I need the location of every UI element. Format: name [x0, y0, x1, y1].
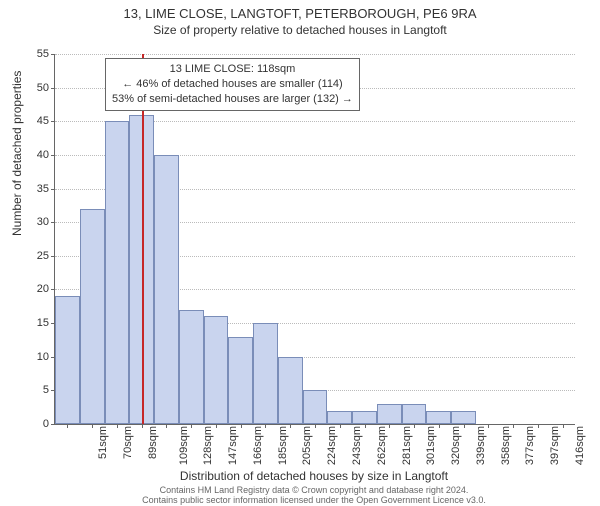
- histogram-bar: [451, 411, 476, 424]
- histogram-bar: [426, 411, 451, 424]
- x-tick-label: 397sqm: [543, 426, 561, 465]
- x-tick-label: 147sqm: [221, 426, 239, 465]
- plot-area: 051015202530354045505551sqm70sqm89sqm109…: [54, 54, 575, 425]
- chart-container: 13, LIME CLOSE, LANGTOFT, PETERBOROUGH, …: [0, 6, 600, 506]
- x-tick-label: 185sqm: [271, 426, 289, 465]
- histogram-bar: [377, 404, 402, 424]
- y-tick-label: 50: [37, 82, 55, 94]
- x-tick-label: 358sqm: [494, 426, 512, 465]
- x-tick-label: 262sqm: [370, 426, 388, 465]
- x-tick-label: 435sqm: [593, 426, 600, 465]
- histogram-bar: [204, 316, 229, 424]
- x-tick-mark: [389, 424, 390, 428]
- histogram-bar: [154, 155, 179, 424]
- histogram-bar: [278, 357, 303, 424]
- y-tick-label: 15: [37, 317, 55, 329]
- x-tick-mark: [538, 424, 539, 428]
- x-tick-mark: [513, 424, 514, 428]
- histogram-bar: [80, 209, 105, 424]
- histogram-bar: [253, 323, 278, 424]
- y-tick-label: 25: [37, 250, 55, 262]
- x-tick-mark: [117, 424, 118, 428]
- x-tick-label: 89sqm: [141, 426, 159, 459]
- y-tick-label: 35: [37, 183, 55, 195]
- histogram-bar: [303, 390, 328, 424]
- y-axis-label: Number of detached properties: [10, 71, 24, 236]
- x-tick-label: 320sqm: [444, 426, 462, 465]
- annotation-box: 13 LIME CLOSE: 118sqm ← 46% of detached …: [105, 58, 360, 111]
- grid-line: [55, 54, 575, 55]
- footer-credits: Contains HM Land Registry data © Crown c…: [54, 486, 574, 506]
- y-tick-label: 10: [37, 351, 55, 363]
- x-tick-mark: [67, 424, 68, 428]
- x-tick-label: 301sqm: [419, 426, 437, 465]
- y-tick-label: 5: [43, 384, 55, 396]
- x-tick-mark: [142, 424, 143, 428]
- x-tick-label: 166sqm: [246, 426, 264, 465]
- x-tick-mark: [414, 424, 415, 428]
- histogram-bar: [327, 411, 352, 424]
- y-tick-label: 20: [37, 283, 55, 295]
- x-tick-mark: [265, 424, 266, 428]
- x-tick-mark: [290, 424, 291, 428]
- histogram-bar: [352, 411, 377, 424]
- x-tick-mark: [241, 424, 242, 428]
- x-tick-label: 416sqm: [568, 426, 586, 465]
- x-tick-label: 224sqm: [320, 426, 338, 465]
- histogram-bar: [179, 310, 204, 424]
- y-tick-label: 0: [43, 418, 55, 430]
- y-tick-label: 40: [37, 149, 55, 161]
- x-axis-label: Distribution of detached houses by size …: [54, 469, 574, 483]
- x-tick-mark: [166, 424, 167, 428]
- histogram-bar: [105, 121, 130, 424]
- chart-title: 13, LIME CLOSE, LANGTOFT, PETERBOROUGH, …: [0, 6, 600, 21]
- x-tick-mark: [563, 424, 564, 428]
- x-tick-mark: [488, 424, 489, 428]
- x-tick-label: 281sqm: [395, 426, 413, 465]
- x-tick-label: 128sqm: [197, 426, 215, 465]
- y-tick-label: 55: [37, 48, 55, 60]
- annotation-line-1: 13 LIME CLOSE: 118sqm: [112, 62, 353, 77]
- x-tick-label: 51sqm: [91, 426, 109, 459]
- x-tick-mark: [216, 424, 217, 428]
- histogram-bar: [402, 404, 427, 424]
- y-tick-label: 45: [37, 115, 55, 127]
- annotation-line-2: ← 46% of detached houses are smaller (11…: [112, 77, 353, 92]
- histogram-bar: [228, 337, 253, 424]
- x-tick-label: 109sqm: [172, 426, 190, 465]
- y-tick-label: 30: [37, 216, 55, 228]
- x-tick-mark: [365, 424, 366, 428]
- x-tick-mark: [191, 424, 192, 428]
- x-tick-mark: [92, 424, 93, 428]
- x-tick-label: 339sqm: [469, 426, 487, 465]
- x-tick-mark: [464, 424, 465, 428]
- histogram-bar: [55, 296, 80, 424]
- x-tick-label: 205sqm: [296, 426, 314, 465]
- x-tick-mark: [315, 424, 316, 428]
- x-tick-label: 243sqm: [345, 426, 363, 465]
- chart-subtitle: Size of property relative to detached ho…: [0, 23, 600, 37]
- annotation-line-3: 53% of semi-detached houses are larger (…: [112, 92, 353, 107]
- x-tick-label: 70sqm: [116, 426, 134, 459]
- footer-line-1: Contains HM Land Registry data © Crown c…: [160, 485, 469, 495]
- x-tick-mark: [439, 424, 440, 428]
- x-tick-mark: [340, 424, 341, 428]
- x-tick-label: 377sqm: [518, 426, 536, 465]
